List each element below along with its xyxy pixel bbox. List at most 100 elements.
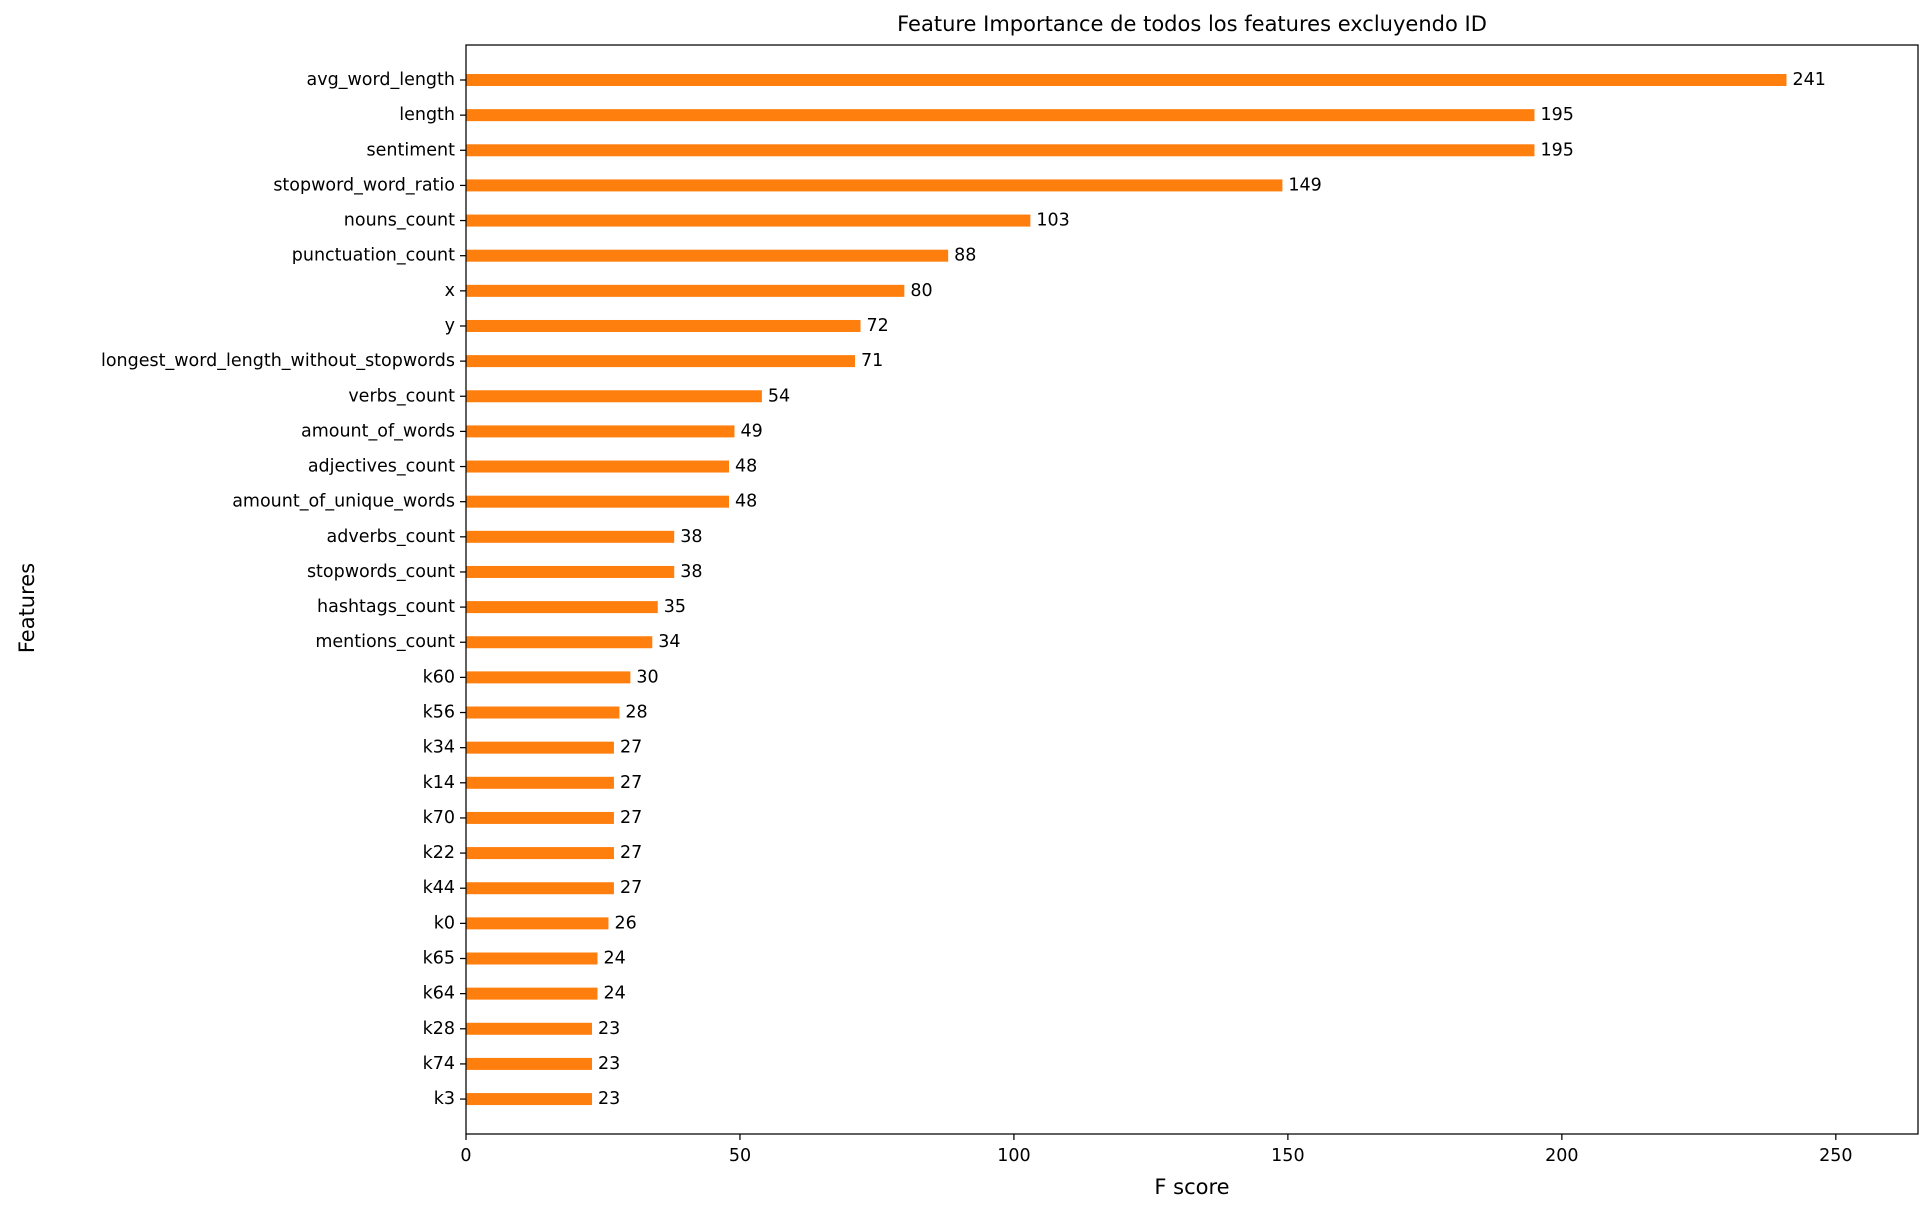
value-label-k28: 23: [598, 1019, 620, 1039]
plot-area-frame: [465, 44, 1919, 1135]
y-tick-label-amount-of-words: amount_of_words: [301, 421, 455, 441]
y-tick-label-sentiment: sentiment: [367, 140, 456, 160]
value-label-k65: 24: [604, 949, 626, 969]
y-tick-label-k28: k28: [423, 1019, 455, 1039]
x-axis-ticks: 0 50 100 150 200 250: [460, 1134, 1853, 1166]
bars-group: [466, 74, 1787, 1106]
y-tick-label-k60: k60: [423, 667, 455, 687]
x-tick-label-250: 250: [1819, 1146, 1852, 1166]
value-label-k56: 28: [625, 703, 647, 723]
y-tick-label-length: length: [399, 105, 455, 125]
value-label-adjectives-count: 48: [735, 457, 757, 477]
value-label-sentiment: 195: [1540, 140, 1573, 160]
bar-k3: [466, 1093, 593, 1106]
value-label-longest-word-length-without-stopwords: 71: [861, 351, 883, 371]
value-label-stopword-word-ratio: 149: [1288, 175, 1321, 195]
y-tick-label-verbs-count: verbs_count: [348, 386, 455, 406]
y-tick-label-k22: k22: [423, 843, 455, 863]
bar-k70: [466, 811, 614, 824]
x-tick-label-50: 50: [729, 1146, 751, 1166]
value-label-mentions-count: 34: [658, 632, 680, 652]
y-tick-label-stopword-word-ratio: stopword_word_ratio: [273, 175, 455, 195]
y-tick-label-amount-of-unique-words: amount_of_unique_words: [232, 492, 455, 512]
value-label-k74: 23: [598, 1054, 620, 1074]
value-label-amount-of-unique-words: 48: [735, 492, 757, 512]
value-label-k14: 27: [620, 773, 642, 793]
y-tick-label-k34: k34: [423, 738, 455, 758]
bar-y: [466, 319, 861, 332]
value-labels-group: 241 195 195 149 103 88 80 72 71 54 49 48 48 38 38 35 343…: [598, 70, 1826, 1109]
y-tick-label-k3: k3: [434, 1089, 455, 1109]
bar-x: [466, 284, 905, 297]
bar-k56: [466, 706, 620, 719]
bar-adjectives-count: [466, 460, 730, 473]
y-tick-label-x: x: [445, 281, 455, 301]
bar-k0: [466, 917, 609, 930]
x-tick-label-0: 0: [460, 1146, 471, 1166]
bar-k22: [466, 847, 614, 860]
y-tick-label-k0: k0: [434, 913, 455, 933]
x-tick-label-100: 100: [997, 1146, 1030, 1166]
value-label-k64: 24: [604, 984, 626, 1004]
bar-k60: [466, 671, 631, 684]
bar-k28: [466, 1022, 593, 1035]
bar-mentions-count: [466, 636, 653, 649]
bar-k65: [466, 952, 598, 965]
bar-amount-of-words: [466, 425, 735, 438]
bar-hashtags-count: [466, 601, 658, 614]
bar-longest-word-length-without-stopwords: [466, 355, 856, 368]
value-label-nouns-count: 103: [1036, 211, 1069, 231]
bar-avg-word-length: [466, 74, 1787, 86]
value-label-verbs-count: 54: [768, 386, 790, 406]
y-tick-label-mentions-count: mentions_count: [315, 632, 455, 652]
x-tick-label-150: 150: [1271, 1146, 1304, 1166]
value-label-k34: 27: [620, 738, 642, 758]
bar-k64: [466, 987, 598, 1000]
y-tick-label-avg-word-length: avg_word_length: [307, 70, 456, 90]
bar-verbs-count: [466, 390, 762, 403]
value-label-k70: 27: [620, 808, 642, 828]
y-tick-label-k64: k64: [423, 984, 455, 1004]
y-tick-label-punctuation-count: punctuation_count: [292, 246, 455, 266]
y-tick-label-y: y: [445, 316, 455, 336]
value-label-x: 80: [910, 281, 932, 301]
y-tick-label-longest-word-length-without-stopwords: longest_word_length_without_stopwords: [101, 351, 455, 371]
value-label-length: 195: [1540, 105, 1573, 125]
y-tick-label-nouns-count: nouns_count: [344, 211, 455, 231]
value-label-k3: 23: [598, 1089, 620, 1109]
bar-amount-of-unique-words: [466, 495, 730, 508]
value-label-k22: 27: [620, 843, 642, 863]
bar-punctuation-count: [466, 249, 949, 262]
bar-sentiment: [466, 144, 1535, 157]
value-label-k44: 27: [620, 878, 642, 898]
y-tick-label-k44: k44: [423, 878, 455, 898]
value-label-stopwords-count: 38: [680, 562, 702, 582]
bar-k34: [466, 741, 614, 754]
y-tick-label-adverbs-count: adverbs_count: [327, 527, 456, 547]
value-label-avg-word-length: 241: [1792, 70, 1825, 90]
bar-stopword-word-ratio: [466, 179, 1283, 192]
value-label-hashtags-count: 35: [664, 597, 686, 617]
bar-nouns-count: [466, 214, 1031, 227]
bar-stopwords-count: [466, 565, 675, 578]
value-label-adverbs-count: 38: [680, 527, 702, 547]
bar-k14: [466, 776, 614, 789]
bar-length: [466, 109, 1535, 122]
chart-title: Feature Importance de todos los features…: [897, 12, 1487, 36]
y-axis-label: Features: [15, 563, 39, 653]
x-axis-label: F score: [1154, 1175, 1229, 1199]
bar-k74: [466, 1057, 593, 1070]
y-tick-label-adjectives-count: adjectives_count: [308, 457, 455, 477]
y-tick-label-stopwords-count: stopwords_count: [307, 562, 455, 582]
y-tick-label-hashtags-count: hashtags_count: [317, 597, 455, 617]
y-tick-label-k65: k65: [423, 949, 455, 969]
y-tick-label-k14: k14: [423, 773, 455, 793]
value-label-y: 72: [867, 316, 889, 336]
value-label-punctuation-count: 88: [954, 246, 976, 266]
y-tick-label-k70: k70: [423, 808, 455, 828]
y-tick-label-k74: k74: [423, 1054, 455, 1074]
